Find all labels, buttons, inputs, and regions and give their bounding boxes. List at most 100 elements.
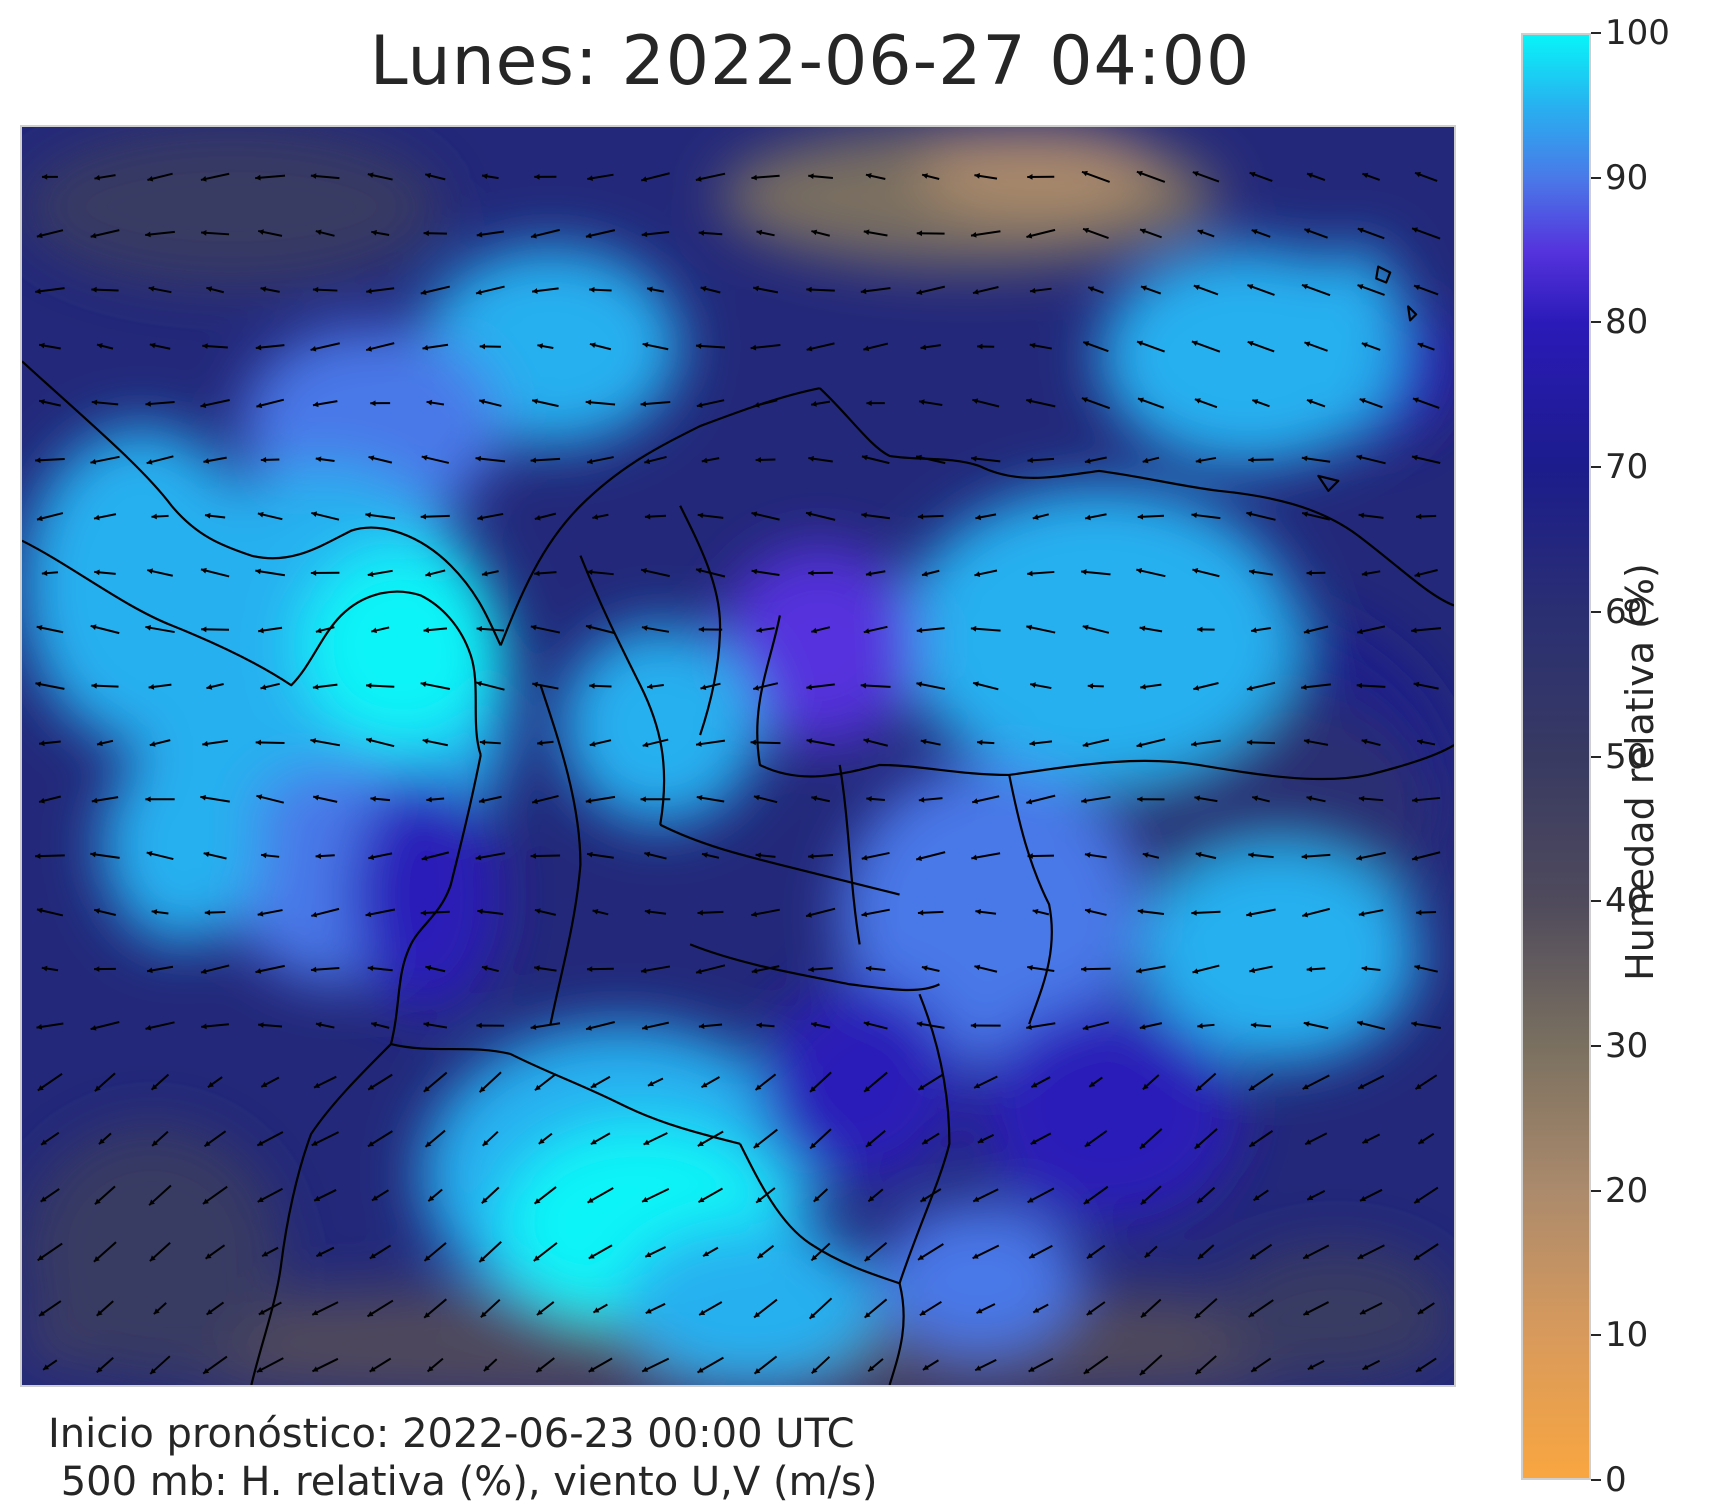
wind-arrow-head — [1026, 1024, 1032, 1030]
humidity-region — [979, 1004, 1239, 1224]
wind-arrow-head — [261, 852, 267, 859]
wind-arrow-head — [1029, 287, 1036, 294]
wind-arrow-head — [476, 1022, 482, 1029]
wind-arrow-head — [366, 346, 372, 352]
wind-arrow-head — [585, 399, 592, 406]
wind-arrow-head — [1417, 739, 1423, 745]
colorbar-tick-mark — [1591, 610, 1601, 613]
wind-arrow-head — [1415, 1083, 1422, 1090]
wind-arrow-head — [753, 794, 760, 801]
humidity-region — [879, 1203, 1080, 1354]
wind-arrow-head — [863, 345, 870, 352]
wind-arrow-head — [1252, 399, 1259, 405]
wind-arrow-head — [587, 569, 593, 575]
wind-arrow-head — [643, 1139, 650, 1145]
wind-arrow-head — [1306, 795, 1313, 802]
wind-arrow-head — [809, 1312, 816, 1319]
wind-arrow-head — [1248, 457, 1254, 463]
wind-arrow-head — [150, 1368, 157, 1374]
wind-arrow-head — [1306, 398, 1313, 405]
wind-arrow-head — [367, 1311, 374, 1317]
forecast-caption: Inicio pronóstico: 2022-06-23 00:00 UTC … — [48, 1410, 877, 1506]
wind-arrow-head — [365, 911, 372, 918]
wind-arrow-head — [750, 344, 757, 351]
wind-arrow-head — [697, 1140, 704, 1146]
wind-arrow-head — [201, 626, 207, 633]
wind-arrow-head — [371, 627, 377, 634]
wind-arrow-head — [1029, 342, 1036, 349]
wind-arrow-head — [813, 1195, 820, 1202]
wind-arrow-head — [257, 1140, 264, 1146]
wind-arrow-head — [700, 684, 707, 691]
wind-arrow-head — [585, 797, 592, 804]
wind-arrow-head — [644, 851, 651, 858]
wind-arrow-head — [39, 740, 45, 747]
wind-arrow-head — [1357, 1253, 1364, 1259]
wind-arrow-head — [1415, 513, 1422, 520]
wind-arrow-head — [1030, 1139, 1037, 1145]
wind-arrow-head — [1356, 454, 1363, 461]
wind-arrow-head — [1085, 514, 1091, 521]
wind-arrow-head — [426, 796, 432, 803]
wind-arrow-head — [420, 289, 427, 296]
wind-arrow-head — [91, 797, 98, 804]
wind-arrow-head — [916, 1021, 923, 1027]
wind-arrow-head — [754, 1368, 761, 1374]
map-title: Lunes: 2022-06-27 04:00 — [369, 22, 1251, 101]
colorbar-tick-mark — [1591, 466, 1601, 469]
wind-arrow-head — [1087, 683, 1094, 689]
wind-arrow-head — [640, 967, 647, 974]
wind-arrow-head — [811, 1367, 818, 1374]
wind-arrow-head — [1249, 967, 1256, 974]
wind-arrow-head — [315, 456, 322, 463]
wind-arrow-head — [94, 1085, 101, 1092]
wind-arrow-head — [1414, 1254, 1420, 1260]
wind-arrow-head — [481, 1197, 488, 1204]
wind-arrow-head — [973, 681, 979, 687]
wind-arrow-head — [806, 345, 813, 352]
wind-arrow-head — [806, 738, 813, 744]
wind-arrow-head — [703, 1251, 709, 1257]
wind-arrow-head — [147, 175, 154, 182]
wind-arrow-head — [642, 1024, 648, 1031]
wind-arrow-head — [1246, 511, 1253, 517]
wind-arrow-head — [863, 628, 870, 634]
wind-arrow-head — [647, 683, 653, 690]
wind-arrow-head — [751, 911, 758, 917]
wind-arrow-head — [481, 570, 488, 577]
wind-arrow-head — [920, 738, 927, 745]
wind-arrow-head — [920, 344, 927, 351]
wind-arrow-head — [1246, 685, 1253, 691]
wind-arrow-head — [530, 232, 537, 239]
wind-arrow-head — [642, 1366, 649, 1372]
wind-arrow-head — [315, 853, 321, 859]
wind-arrow-head — [35, 288, 41, 295]
wind-arrow-head — [593, 1307, 600, 1313]
wind-arrow-head — [151, 1084, 158, 1090]
wind-arrow-head — [255, 739, 262, 746]
wind-arrow-head — [204, 512, 211, 519]
wind-arrow-head — [260, 457, 267, 463]
wind-arrow-head — [425, 571, 432, 577]
wind-arrow-head — [1194, 398, 1201, 404]
wind-arrow-head — [1362, 1138, 1369, 1144]
wind-arrow-head — [1194, 1142, 1201, 1149]
wind-arrow-head — [868, 1195, 875, 1202]
wind-arrow-head — [808, 455, 814, 462]
wind-arrow-head — [1195, 1368, 1202, 1375]
wind-arrow-head — [1356, 855, 1363, 861]
wind-arrow-head — [1303, 1309, 1310, 1316]
wind-arrow-head — [255, 174, 261, 181]
wind-arrow-head — [806, 286, 812, 293]
wind-arrow-head — [918, 796, 925, 803]
wind-arrow-head — [534, 570, 540, 577]
wind-arrow-head — [1357, 1020, 1364, 1027]
wind-arrow-head — [695, 567, 702, 574]
wind-arrow-head — [644, 908, 651, 915]
wind-arrow-head — [476, 626, 483, 632]
wind-arrow-head — [1027, 964, 1033, 971]
wind-arrow-head — [974, 1082, 981, 1089]
wind-arrow-head — [750, 739, 756, 746]
wind-arrow-head — [534, 514, 541, 521]
wind-arrow-head — [1193, 284, 1200, 291]
